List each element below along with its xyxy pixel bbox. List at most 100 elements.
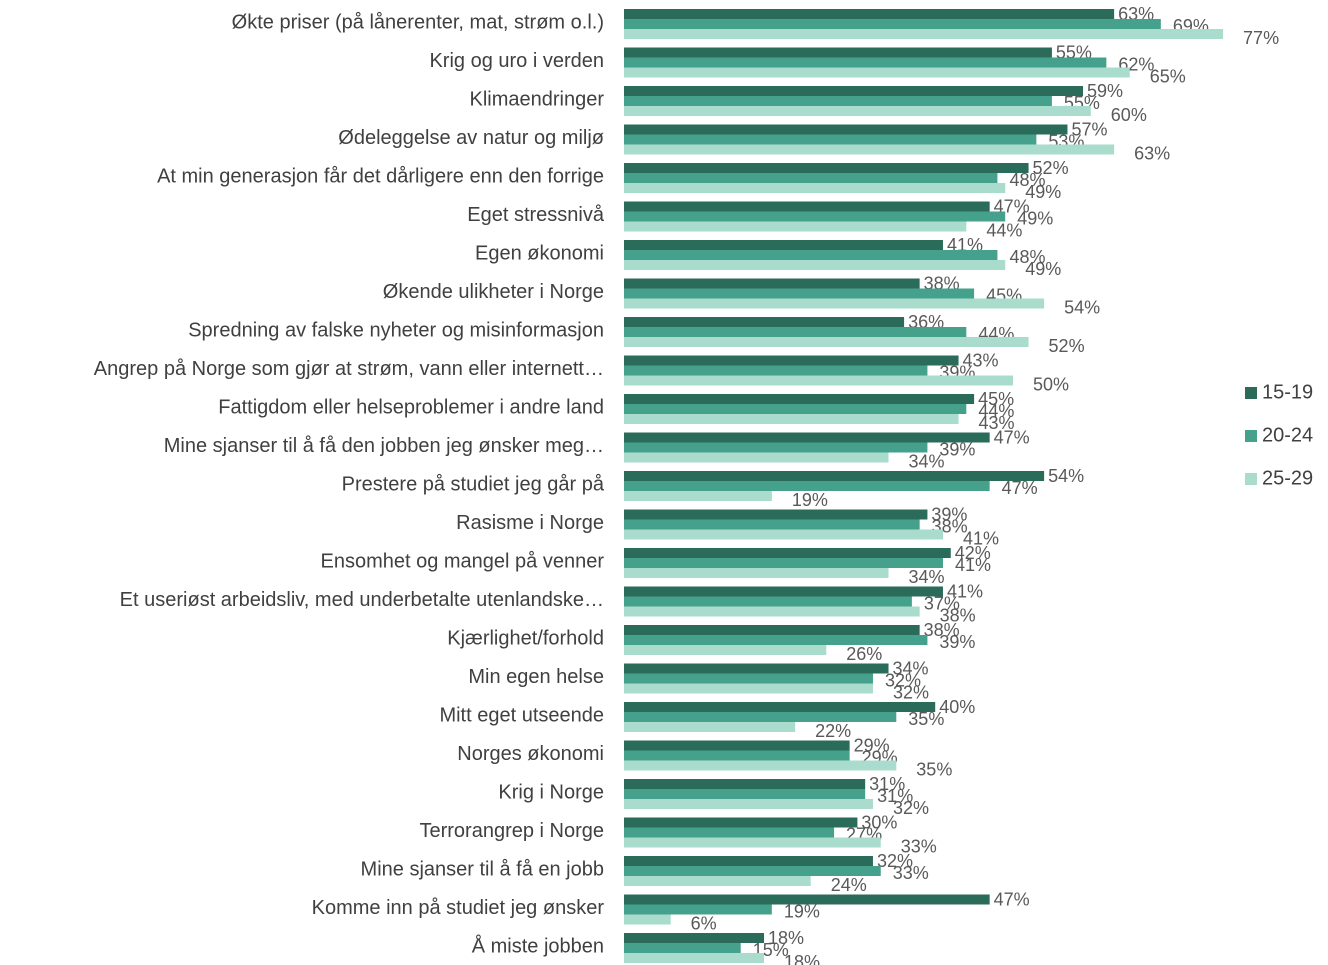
value-label: 41% [955, 555, 991, 575]
bar [624, 712, 897, 722]
bar [624, 953, 765, 963]
value-label: 41% [947, 581, 983, 601]
value-label: 19% [784, 901, 820, 921]
category-label: Prestere på studiet jeg går på [342, 473, 605, 495]
legend-swatch [1245, 430, 1257, 442]
bar [624, 817, 858, 828]
category-label: Økende ulikheter i Norge [383, 281, 604, 303]
bar [624, 740, 850, 751]
bar [624, 250, 998, 260]
value-label: 48% [1009, 170, 1045, 190]
value-label: 40% [939, 697, 975, 717]
category-label: Mitt eget utseende [439, 704, 604, 726]
bar [624, 29, 1224, 39]
bar [624, 904, 772, 915]
category-label: Et useriøst arbeidsliv, med underbetalte… [120, 589, 604, 611]
bar [624, 509, 928, 520]
bar [624, 519, 920, 530]
value-label: 6% [691, 913, 717, 933]
bar [624, 337, 1029, 347]
bar [624, 760, 897, 771]
bar [624, 452, 889, 463]
value-label: 50% [1033, 374, 1069, 394]
bar [624, 789, 866, 799]
bar [624, 856, 873, 866]
value-label: 65% [1150, 66, 1186, 86]
bar [624, 625, 920, 635]
bar [624, 375, 1013, 386]
bar [624, 750, 850, 761]
bar [624, 586, 943, 597]
bar [624, 471, 1045, 481]
bar [624, 124, 1068, 135]
bar [624, 96, 1052, 106]
value-label: 32% [885, 670, 921, 690]
bar [624, 298, 1045, 309]
bar [624, 529, 943, 540]
bar [624, 837, 881, 848]
value-label: 38% [940, 605, 976, 625]
value-label: 41% [947, 235, 983, 255]
bar [624, 221, 967, 232]
value-label: 32% [893, 798, 929, 818]
value-label: 34% [909, 451, 945, 471]
bar [624, 943, 741, 953]
value-label: 49% [1017, 208, 1053, 228]
bar [624, 355, 959, 366]
category-label: Rasisme i Norge [456, 512, 604, 534]
value-label: 47% [994, 196, 1030, 216]
bar [624, 288, 975, 299]
bar [624, 260, 1006, 270]
legend-label: 20-24 [1262, 424, 1313, 446]
bar [624, 702, 936, 712]
category-label: Krig og uro i verden [429, 50, 604, 72]
bar [624, 183, 1006, 193]
category-label: Spredning av falske nyheter og misinform… [188, 319, 604, 341]
category-label: Ensomhet og mangel på venner [320, 550, 604, 572]
bar [624, 683, 873, 694]
category-label: Kjærlighet/forhold [447, 627, 604, 649]
category-label: Angrep på Norge som gjør at strøm, vann … [94, 358, 604, 380]
bar [624, 866, 881, 876]
bar [624, 635, 928, 645]
bar [624, 548, 951, 558]
bar [624, 606, 920, 617]
value-label: 44% [978, 401, 1014, 421]
value-label: 45% [978, 389, 1014, 409]
value-label: 48% [1009, 247, 1045, 267]
bar [624, 673, 873, 684]
value-label: 63% [1118, 4, 1154, 24]
value-label: 39% [939, 632, 975, 652]
value-label: 59% [1087, 81, 1123, 101]
value-label: 31% [869, 774, 905, 794]
category-label: Egen økonomi [475, 242, 604, 264]
bar [624, 394, 975, 404]
category-label: Min egen helse [468, 666, 604, 688]
category-label: Fattigdom eller helseproblemer i andre l… [218, 396, 604, 418]
bar [624, 663, 889, 674]
value-label: 26% [846, 644, 882, 664]
value-label: 41% [963, 528, 999, 548]
bar [624, 134, 1037, 145]
value-label: 31% [877, 786, 913, 806]
bar [624, 327, 967, 337]
value-label: 24% [831, 875, 867, 895]
value-label: 36% [908, 312, 944, 332]
bar [624, 47, 1052, 58]
bar [624, 722, 796, 732]
value-label: 54% [1048, 466, 1084, 486]
bar [624, 779, 866, 789]
value-label: 52% [1033, 158, 1069, 178]
value-label: 47% [1002, 478, 1038, 498]
bar [624, 442, 928, 453]
category-label: Norges økonomi [457, 743, 604, 765]
bar [624, 596, 912, 607]
value-label: 43% [963, 350, 999, 370]
category-label: Å miste jobben [472, 934, 604, 957]
value-label: 43% [979, 413, 1015, 433]
bar [624, 163, 1029, 173]
value-label: 34% [893, 658, 929, 678]
bar [624, 211, 1006, 222]
bar [624, 67, 1130, 78]
